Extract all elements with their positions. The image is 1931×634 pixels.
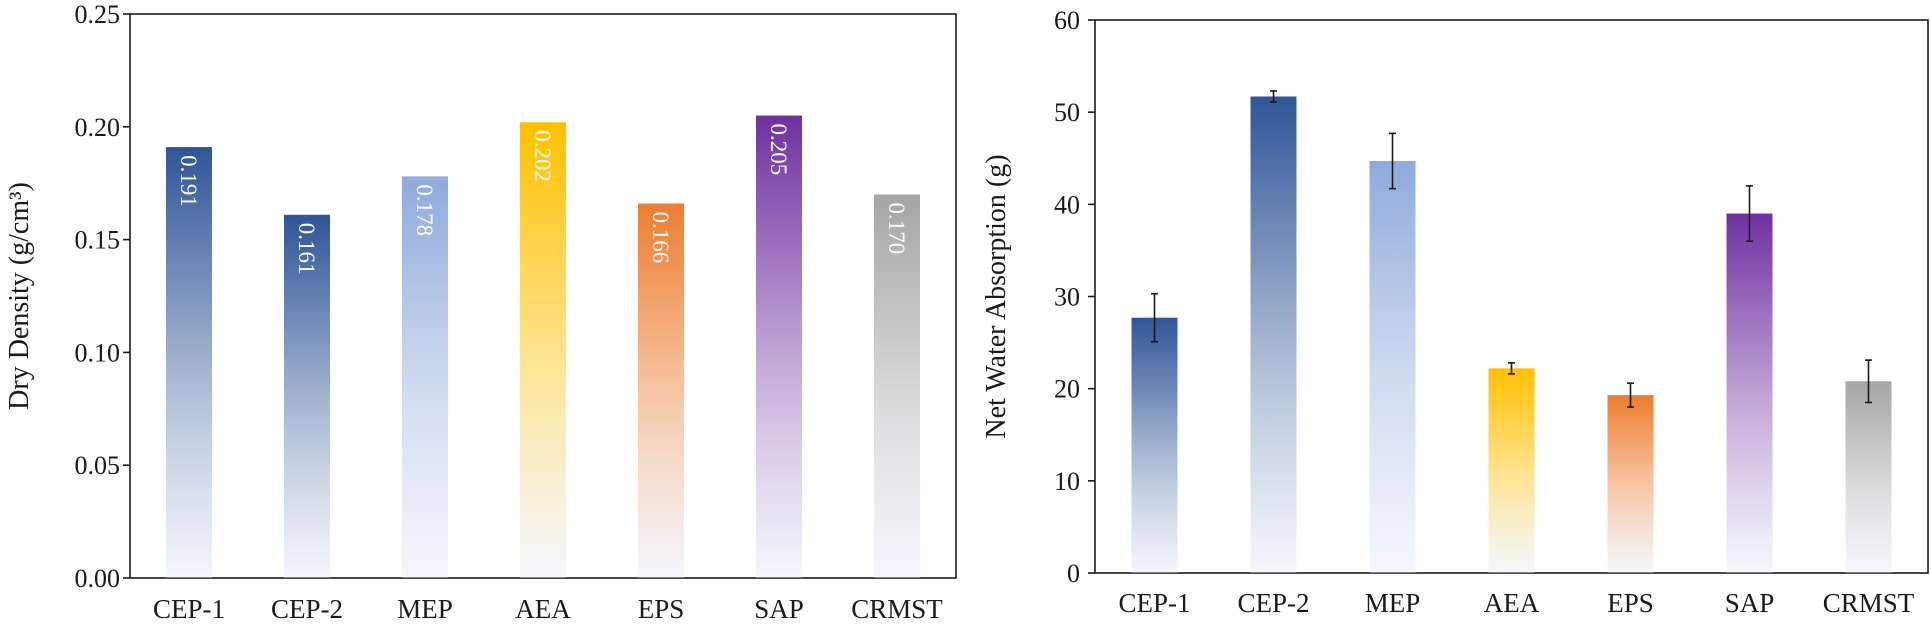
y-tick-label: 20 xyxy=(1054,375,1080,404)
error-bar-eps xyxy=(1627,382,1634,408)
bar-value-label-cep-2: 0.161 xyxy=(294,223,319,275)
bar-mep xyxy=(1369,161,1416,573)
bar-aea xyxy=(1488,368,1535,573)
error-bar-sap xyxy=(1746,185,1753,242)
y-tick-label: 50 xyxy=(1054,98,1080,127)
bar-aea xyxy=(520,122,566,579)
bar-value-label-sap: 0.205 xyxy=(766,124,791,176)
y-tick-label: 0.10 xyxy=(75,338,121,367)
y-axis-title: Net Water Absorption (g) xyxy=(981,154,1012,438)
x-tick-label-crmst: CRMST xyxy=(851,594,943,624)
bar-cep-2 xyxy=(284,214,330,578)
bar-value-label-crmst: 0.170 xyxy=(884,202,909,254)
error-bar-crmst xyxy=(1865,359,1872,404)
bar-cep-1 xyxy=(166,147,212,578)
y-tick-label: 0.25 xyxy=(75,0,121,29)
bar-sap xyxy=(1726,213,1773,574)
y-axis-title: Dry Density (g/cm³) xyxy=(4,182,35,410)
x-tick-label-eps: EPS xyxy=(1607,588,1654,618)
bar-value-label-cep-1: 0.191 xyxy=(176,155,201,207)
y-tick-label: 0.00 xyxy=(75,564,121,593)
x-tick-label-cep-1: CEP-1 xyxy=(1118,588,1190,618)
x-tick-label-cep-2: CEP-2 xyxy=(271,594,343,624)
x-tick-label-crmst: CRMST xyxy=(1823,588,1915,618)
y-tick-label: 40 xyxy=(1054,190,1080,219)
y-tick-label: 60 xyxy=(1054,6,1080,35)
error-bar-mep xyxy=(1389,132,1396,190)
error-bar-aea xyxy=(1508,362,1515,375)
y-tick-label: 0 xyxy=(1067,559,1080,588)
bar-cep-1 xyxy=(1131,317,1178,573)
x-tick-label-mep: MEP xyxy=(397,594,453,624)
x-tick-label-sap: SAP xyxy=(754,594,804,624)
x-tick-label-mep: MEP xyxy=(1365,588,1421,618)
bar-crmst xyxy=(874,194,920,579)
water-absorption-chart: 0 10 20 30 40 50 60 Net Water Absorption (g) CEP… xyxy=(981,6,1929,618)
y-tick-label: 0.20 xyxy=(75,113,121,142)
y-tick-label: 10 xyxy=(1054,467,1080,496)
x-tick-label-aea: AEA xyxy=(1484,588,1540,618)
error-bar-cep-1 xyxy=(1151,292,1158,343)
x-tick-label-aea: AEA xyxy=(515,594,571,624)
y-tick-label: 30 xyxy=(1054,283,1080,312)
dry-density-chart: 0.00 0.05 0.10 0.15 0.20 0.25 Dry Density (g/c… xyxy=(4,0,957,624)
x-tick-label-cep-1: CEP-1 xyxy=(153,594,225,624)
x-tick-label-eps: EPS xyxy=(638,594,685,624)
y-tick-label: 0.15 xyxy=(75,226,121,255)
y-tick-label: 0.05 xyxy=(75,451,121,480)
error-bar-cep-2 xyxy=(1270,90,1277,103)
bar-value-label-aea: 0.202 xyxy=(530,130,555,182)
x-tick-label-sap: SAP xyxy=(1725,588,1775,618)
bar-crmst xyxy=(1845,381,1892,573)
x-tick-label-cep-2: CEP-2 xyxy=(1237,588,1309,618)
bar-eps xyxy=(1607,395,1654,573)
bar-cep-2 xyxy=(1250,96,1297,573)
bar-eps xyxy=(638,203,684,578)
bar-sap xyxy=(756,115,802,579)
bar-mep xyxy=(402,176,448,578)
bar-value-label-mep: 0.178 xyxy=(412,184,437,236)
bar-value-label-eps: 0.166 xyxy=(648,212,673,264)
